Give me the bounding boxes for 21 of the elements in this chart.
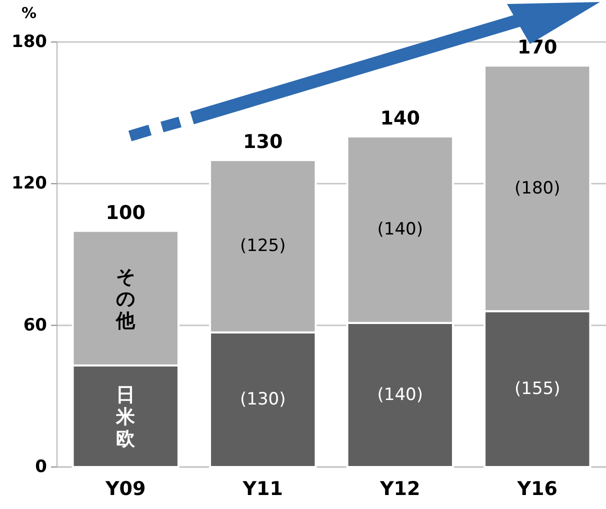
annotation: (140) [377,384,423,405]
annotation: (155) [514,379,560,400]
total-label: 100 [106,202,146,224]
total-label: 140 [380,107,420,130]
y-tick-label: 120 [12,174,48,194]
y-tick-label: 0 [35,457,48,477]
y-tick-label: 180 [12,32,48,52]
total-label: 130 [243,131,283,154]
total-label: 170 [518,36,558,59]
x-tick-label: Y09 [104,478,146,500]
annotation: (125) [240,236,286,256]
x-tick-label: Y12 [379,478,420,500]
y-axis-title: % [21,4,37,22]
y-tick-label: 60 [23,315,48,336]
series-label: 日米欧 [115,384,136,450]
x-tick-label: Y11 [242,478,283,500]
annotation: (180) [514,178,560,198]
series-label: その他 [115,266,136,332]
annotation: (140) [377,220,423,240]
annotation: (130) [240,390,286,410]
x-tick-label: Y16 [516,478,558,500]
